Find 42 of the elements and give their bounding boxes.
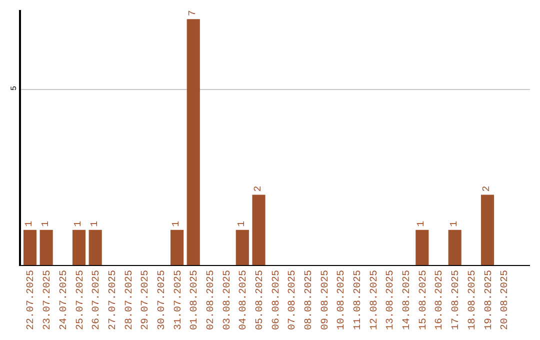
x-tick-label: 01.08.2025 [190, 270, 201, 330]
x-tick-label: 02.08.2025 [206, 270, 217, 330]
x-tick-label: 20.08.2025 [500, 270, 512, 330]
x-tick-label: 15.08.2025 [418, 270, 430, 330]
x-tick-label: 06.08.2025 [271, 270, 282, 330]
data-label: 1 [24, 220, 36, 227]
x-tick-label: 30.07.2025 [156, 270, 168, 330]
x-tick-label: 24.07.2025 [58, 270, 70, 330]
data-label: 1 [416, 220, 428, 227]
data-label: 2 [253, 186, 264, 192]
data-label: 1 [74, 220, 85, 227]
x-tick-label: 17.08.2025 [451, 270, 462, 330]
x-tick-label: 28.07.2025 [124, 270, 136, 330]
x-tick-label: 22.07.2025 [26, 270, 38, 330]
data-label: 7 [188, 10, 199, 16]
x-tick-label: 12.08.2025 [369, 270, 380, 330]
data-label: 1 [236, 220, 248, 227]
x-tick-label: 23.07.2025 [42, 270, 54, 330]
x-tick-label: 07.08.2025 [288, 270, 299, 330]
x-tick-label: 10.08.2025 [336, 270, 348, 330]
x-tick-label: 05.08.2025 [255, 270, 266, 330]
data-label: 2 [482, 186, 494, 192]
x-tick-label: 03.08.2025 [222, 270, 234, 330]
x-tick-label: 11.08.2025 [353, 270, 364, 330]
x-tick-label: 14.08.2025 [402, 270, 414, 330]
x-tick-label: 25.07.2025 [75, 270, 86, 330]
x-tick-label: 16.08.2025 [434, 270, 446, 330]
x-tick-label: 27.07.2025 [108, 270, 119, 330]
x-tick-label: 09.08.2025 [320, 270, 332, 330]
x-tick-label: 26.07.2025 [92, 270, 103, 330]
x-tick-label: 19.08.2025 [484, 270, 495, 330]
data-label: 1 [90, 220, 101, 227]
y-tick-label: 5 [10, 86, 20, 91]
x-tick-label: 13.08.2025 [386, 270, 397, 330]
data-label: 1 [172, 220, 183, 227]
x-tick-label: 29.07.2025 [140, 270, 152, 330]
x-tick-label: 04.08.2025 [238, 270, 250, 330]
x-tick-label: 08.08.2025 [304, 270, 316, 330]
data-label: 1 [449, 220, 460, 227]
data-label: 1 [40, 220, 52, 227]
x-tick-label: 18.08.2025 [467, 270, 478, 330]
x-tick-label: 31.07.2025 [173, 270, 184, 330]
